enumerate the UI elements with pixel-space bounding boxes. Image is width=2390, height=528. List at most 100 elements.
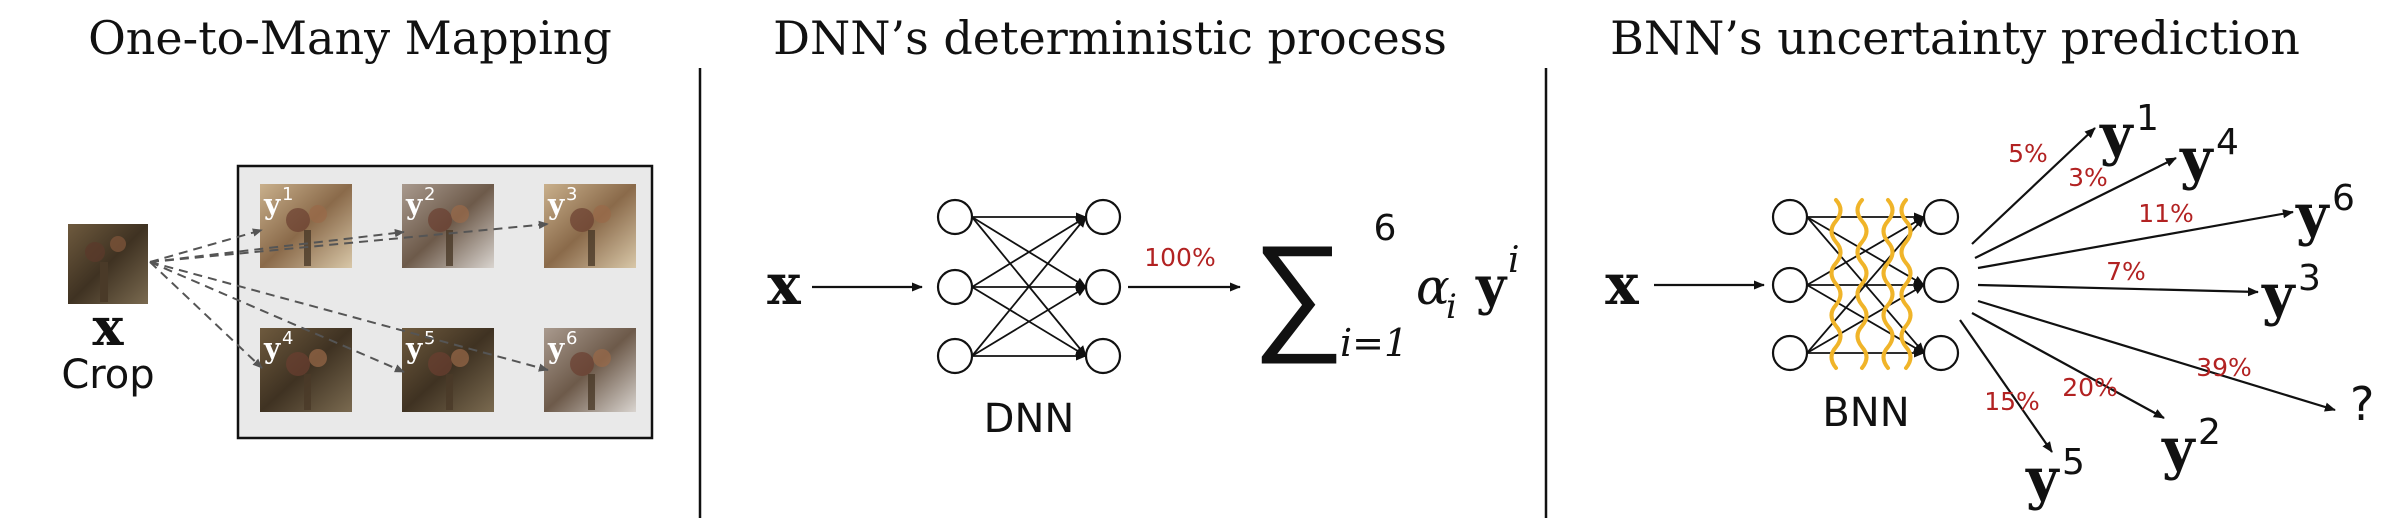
panel-dnn: DNN’s deterministic process x DNN 100% ∑… (767, 11, 1519, 442)
input-caption: Crop (61, 352, 154, 398)
output-label: y (263, 332, 281, 365)
uncertainty-wiggle (1881, 198, 1895, 370)
prediction-label: y (2295, 182, 2330, 248)
prediction-percent: 3% (2068, 163, 2108, 192)
sum-lower-bound: i=1 (1340, 321, 1408, 365)
network-edge (971, 286, 1087, 357)
prediction-percent: 5% (2008, 139, 2048, 168)
prediction-percent: 15% (1984, 387, 2040, 416)
uncertainty-wiggle (1855, 198, 1869, 370)
prediction-arrow (1971, 312, 2165, 419)
output-label: y (405, 188, 423, 221)
dnn-input-x: x (767, 252, 801, 318)
mapping-arrow (149, 228, 263, 263)
prediction-label: y (2261, 262, 2296, 328)
bnn-input-x: x (1605, 252, 1639, 318)
bnn-label: BNN (1822, 390, 1909, 436)
prediction-arrow (1977, 283, 2259, 297)
input-x-symbol: x (92, 297, 124, 358)
dnn-label: DNN (984, 396, 1075, 442)
prediction-percent: 11% (2138, 199, 2194, 228)
mapping-arrow (149, 220, 549, 263)
sum-upper-bound: 6 (1374, 208, 1397, 249)
prediction: y 4 3% (1974, 122, 2239, 259)
network-edge (1806, 216, 1925, 286)
prediction-label-sup: 5 (2062, 442, 2085, 483)
network-edge (971, 216, 1087, 288)
prediction-label: y (2179, 126, 2214, 192)
output-label: y (547, 332, 565, 365)
network-node (1922, 198, 1960, 236)
prediction: y 3 7% (1977, 257, 2321, 328)
output-label-sup: 3 (566, 184, 577, 205)
prediction-arrow (1977, 209, 2294, 270)
prediction: y 2 20% (1971, 312, 2221, 482)
panel2-title: DNN’s deterministic process (773, 11, 1447, 65)
prediction-arrow (1971, 127, 2096, 245)
network-node (1771, 334, 1809, 372)
dnn-network (936, 198, 1122, 375)
output-label-sup: 1 (282, 184, 293, 205)
mapping-arrows (149, 220, 549, 373)
prediction-arrow (1959, 319, 2053, 453)
mapping-arrow (149, 261, 405, 373)
prediction-label: y (2025, 446, 2060, 512)
panel-one-to-many: One-to-Many Mapping x Crop y 1 y 2 y 3y 4 y 5 y 6 (61, 11, 654, 440)
network-node (936, 198, 974, 236)
weighted-sum-formula: ∑ 6 i=1 α i y i (1252, 208, 1520, 367)
panel1-title: One-to-Many Mapping (88, 11, 612, 65)
y-symbol: y (1475, 256, 1508, 317)
alpha-symbol: α (1416, 258, 1450, 316)
network-node (1771, 198, 1809, 236)
prediction: y 6 11% (1977, 178, 2355, 270)
prediction-label-sup: 2 (2198, 412, 2221, 453)
prediction-label-sup: 4 (2216, 122, 2239, 163)
network-node (1084, 198, 1122, 236)
uncertainty-wiggle (1829, 198, 1843, 370)
network-node (936, 268, 974, 306)
network-edge (971, 216, 1087, 357)
mapping-arrow (149, 261, 549, 372)
y-superscript: i (1508, 240, 1520, 281)
network-node (1084, 337, 1122, 375)
mapping-arrow (149, 261, 263, 369)
output-label: y (547, 188, 565, 221)
network-node (1922, 266, 1960, 304)
prediction-label: y (2161, 416, 2196, 482)
prediction: y 1 5% (1971, 98, 2159, 245)
alpha-subscript: i (1446, 287, 1457, 327)
bnn-predictions: y 15% y 43%y 611%y 37%?39%y 220%y 515% (1959, 98, 2374, 512)
prediction-arrow (1977, 299, 2336, 412)
uncertainty-wiggle (1899, 198, 1913, 370)
prediction-percent: 20% (2062, 373, 2118, 402)
prediction-percent: 7% (2106, 257, 2146, 286)
panel3-title: BNN’s uncertainty prediction (1610, 11, 2300, 65)
output-label-sup: 2 (424, 184, 435, 205)
mapping-arrow (149, 228, 405, 263)
output-label-sup: 6 (566, 328, 577, 349)
prediction-label: ? (2350, 377, 2374, 431)
prediction-arrow (1974, 157, 2177, 259)
uncertainty-wiggles (1829, 198, 1913, 370)
network-node (1771, 266, 1809, 304)
output-thumbnails: y 1 y 2 y 3y 4 y 5 y 6 (260, 184, 636, 412)
sum-symbol: ∑ (1252, 215, 1345, 367)
prediction-label-sup: 1 (2136, 98, 2159, 139)
prediction: ? 39% (1977, 299, 2374, 431)
dnn-confidence-label: 100% (1144, 243, 1215, 272)
output-label: y (263, 188, 281, 221)
prediction: y 5 15% (1959, 319, 2085, 512)
network-node (936, 337, 974, 375)
prediction-label-sup: 6 (2332, 178, 2355, 219)
network-node (1922, 334, 1960, 372)
prediction-label-sup: 3 (2298, 258, 2321, 299)
network-node (1084, 268, 1122, 306)
output-label: y (405, 332, 423, 365)
